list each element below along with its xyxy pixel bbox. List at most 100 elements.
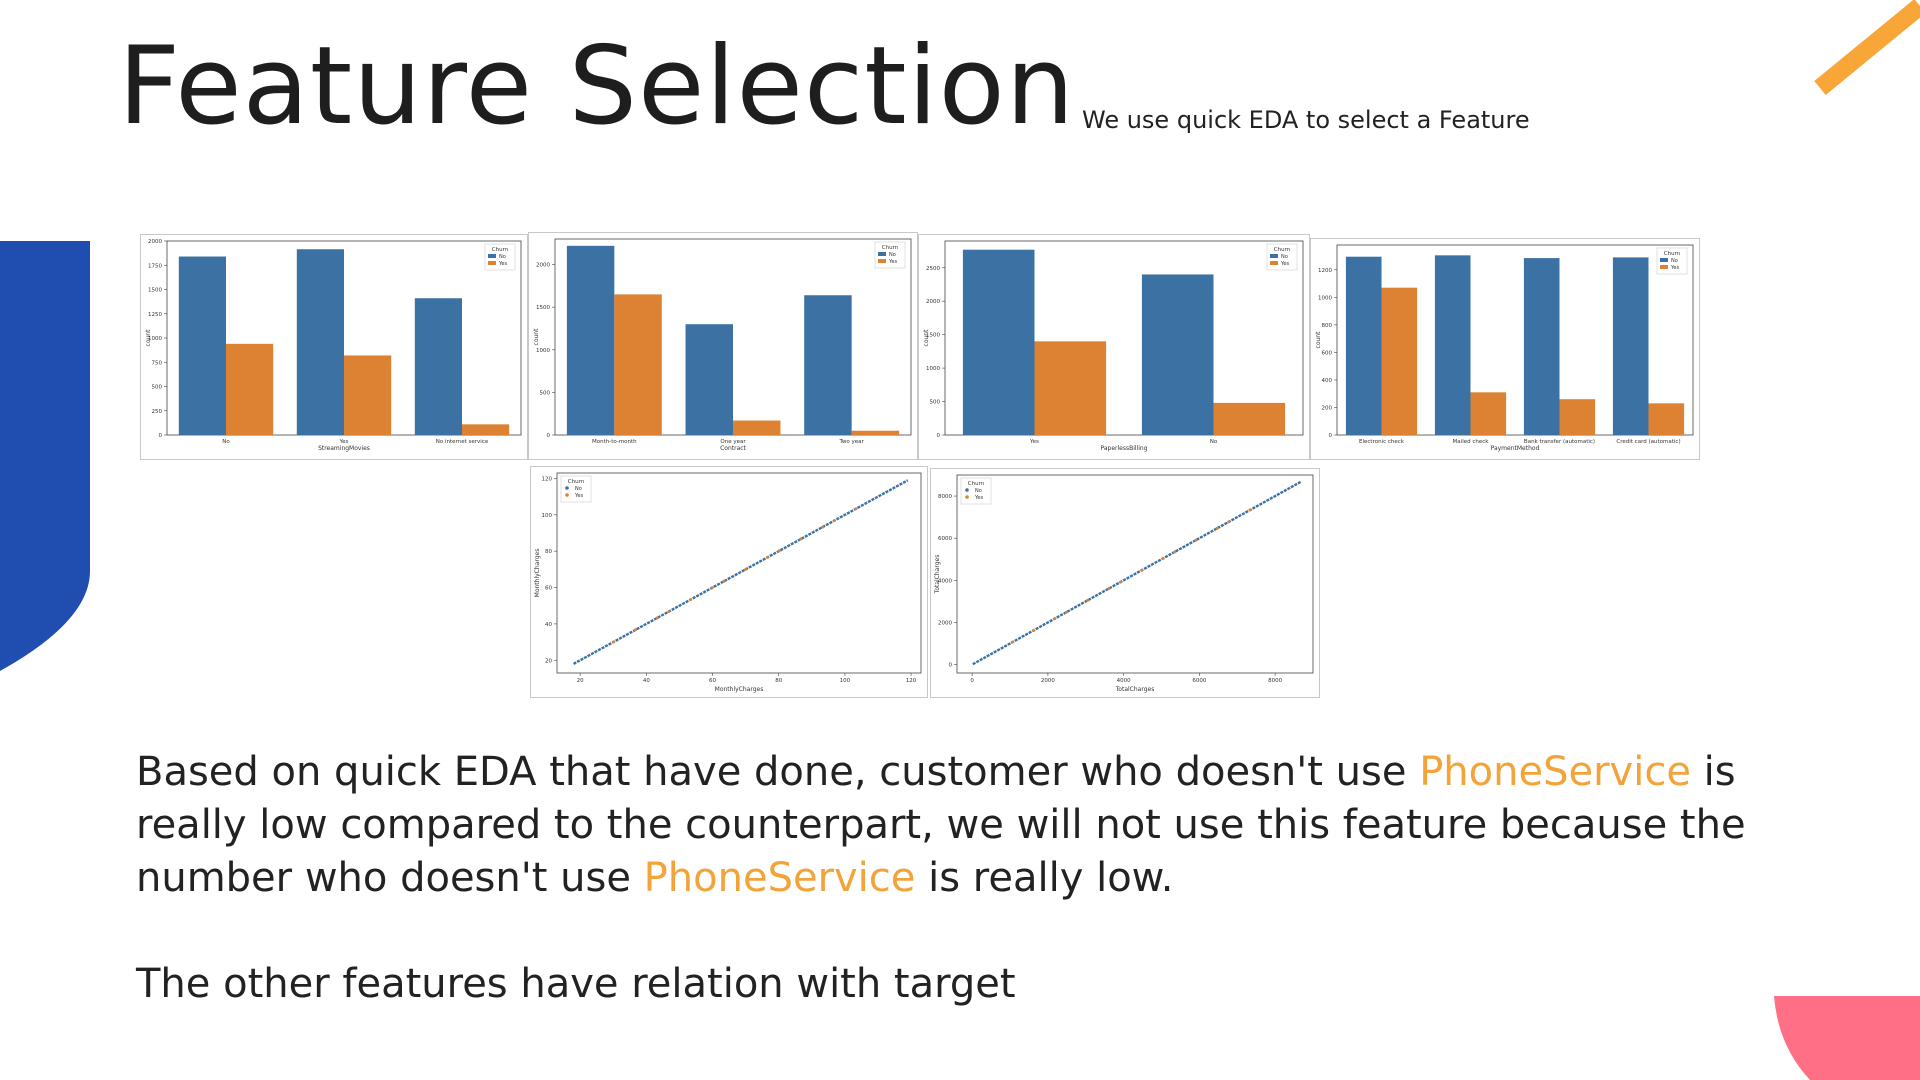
scatter-point-yes (612, 640, 616, 644)
x-tick-label: 60 (709, 678, 716, 684)
blue-decoration-shape (0, 241, 90, 671)
y-tick-label: 500 (152, 385, 163, 391)
x-axis-label: TotalCharges (1115, 686, 1155, 693)
legend-title: Churn (882, 245, 899, 251)
y-tick-label: 0 (547, 433, 551, 439)
legend-label: No (1671, 258, 1678, 264)
plot-area (556, 472, 922, 674)
scatter-point-yes (633, 628, 637, 632)
paragraph-other-features: The other features have relation with ta… (136, 961, 1016, 1007)
y-tick-label: 1500 (536, 305, 550, 311)
y-tick-label: 1750 (148, 263, 162, 269)
y-axis-label: TotalCharges (934, 555, 941, 595)
y-tick-label: 40 (545, 622, 552, 628)
x-axis-label: StreamingMovies (318, 445, 370, 452)
legend-label: No (889, 252, 896, 258)
scatter-point-yes (1140, 568, 1144, 572)
x-tick-label: Credit card (automatic) (1616, 439, 1680, 445)
scatter-point-yes (1010, 640, 1014, 644)
legend-label: No (975, 488, 982, 494)
x-tick-label: 20 (577, 678, 584, 684)
scatter-point-yes (1227, 520, 1231, 524)
pink-decoration-shape (1774, 996, 1920, 1080)
bar-churn-yes (1470, 392, 1507, 435)
paperlessbilling-churn-chart: 0 500 1000 1500 2000 2500 Yes No PaperlessBillin… (918, 234, 1310, 460)
chart-svg-3: 0 200 400 600 800 1000 1200 Electronic check Mai… (1315, 244, 1694, 452)
monthlycharges-scatter-chart: 20 40 60 80 100 120 20 40 60 80 100 120 MonthlyCharg… (530, 466, 928, 698)
y-tick-label: 1000 (148, 336, 162, 342)
bar-churn-no (962, 249, 1035, 435)
scatter-point-yes (799, 537, 803, 541)
y-tick-label: 120 (542, 476, 553, 482)
legend-marker (878, 252, 886, 256)
scatter-point-yes (1161, 556, 1165, 560)
y-axis-label: MonthlyCharges (534, 549, 541, 598)
y-tick-label: 2000 (938, 620, 952, 626)
x-tick-label: 8000 (1268, 678, 1282, 684)
y-axis-label: count (145, 329, 152, 347)
page-title: Feature Selection (118, 24, 1076, 149)
y-tick-label: 0 (949, 663, 953, 669)
y-tick-label: 8000 (938, 494, 952, 500)
legend-marker (488, 254, 496, 258)
paragraph-text-1: Based on quick EDA that have done, custo… (136, 749, 1420, 795)
legend-label: Yes (574, 493, 583, 499)
x-tick-label: Month-to-month (592, 439, 637, 445)
y-tick-label: 500 (540, 390, 551, 396)
legend-label: Yes (974, 495, 983, 501)
x-tick-label: 0 (970, 678, 974, 684)
legend-marker (565, 486, 569, 490)
y-tick-label: 500 (930, 400, 941, 406)
y-tick-label: 2500 (926, 266, 940, 272)
legend-marker (965, 495, 969, 499)
legend-marker (878, 259, 886, 263)
bar-churn-no (1141, 274, 1214, 435)
y-axis-label: count (1315, 331, 1322, 349)
bar-churn-yes (1213, 402, 1286, 435)
x-axis-label: Contract (720, 445, 746, 452)
bar-churn-no (1523, 258, 1560, 435)
bar-churn-yes (1381, 287, 1418, 435)
x-tick-label: 40 (643, 678, 650, 684)
contract-churn-chart: 0 500 1000 1500 2000 Month-to-month One year Tw… (528, 232, 918, 460)
y-tick-label: 2000 (148, 239, 162, 245)
bar-churn-yes (851, 430, 900, 435)
scatter-points-no (972, 480, 1302, 666)
bar-churn-yes (462, 424, 510, 435)
y-tick-label: 1200 (1318, 268, 1332, 274)
paymentmethod-churn-chart: 0 200 400 600 800 1000 1200 Electronic check Mai… (1310, 238, 1700, 460)
legend-title: Churn (568, 479, 585, 485)
bar-churn-no (685, 324, 733, 435)
scatter-point-yes (832, 519, 836, 523)
y-tick-label: 400 (1322, 378, 1333, 384)
legend-label: Yes (1280, 261, 1289, 267)
x-tick-label: No (222, 439, 230, 445)
x-tick-label: Bank transfer (automatic) (1524, 439, 1595, 445)
legend-label: No (499, 254, 506, 260)
totalcharges-scatter-chart: 0 2000 4000 6000 8000 0 2000 4000 6000 8000 TotalC… (930, 468, 1320, 698)
y-tick-label: 250 (152, 409, 163, 415)
y-axis-label: count (533, 328, 540, 346)
y-tick-label: 2000 (536, 263, 550, 269)
y-tick-label: 100 (542, 513, 553, 519)
legend-marker (488, 261, 496, 265)
x-tick-label: No internet service (436, 439, 489, 445)
streamingmovies-churn-chart: 0 250 500 750 1000 1250 1500 1750 2000 No Yes No in… (140, 234, 528, 460)
y-tick-label: 20 (545, 658, 552, 664)
y-tick-label: 0 (159, 433, 163, 439)
y-tick-label: 1250 (148, 312, 162, 318)
chart-svg-5: 0 2000 4000 6000 8000 0 2000 4000 6000 8000 TotalC… (934, 474, 1314, 693)
bar-churn-no (414, 298, 462, 435)
bar-churn-yes (344, 355, 392, 435)
bar-churn-no (178, 256, 226, 435)
y-tick-label: 1000 (536, 348, 550, 354)
x-tick-label: One year (720, 439, 746, 445)
orange-stripe-decoration (1814, 0, 1920, 95)
paragraph-text-2: is really low compared to the counterpar… (136, 749, 1746, 901)
